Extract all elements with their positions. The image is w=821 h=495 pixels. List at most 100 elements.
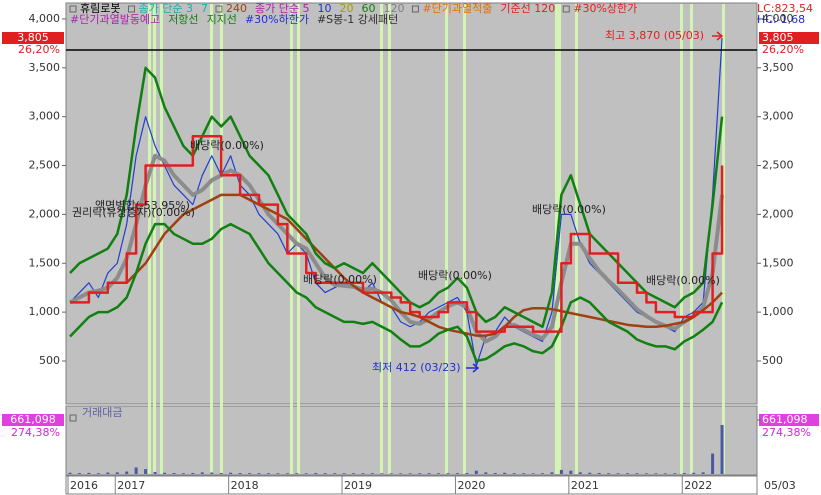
volume-bar <box>512 473 516 474</box>
price-box-value: 3,805 <box>17 31 49 44</box>
annotation: 권리락(유상증자)(0.00%) <box>72 206 195 219</box>
y-tick-label: 2,500 <box>29 159 61 172</box>
y-tick-label: 1,000 <box>762 305 794 318</box>
y-tick-label: 2,500 <box>762 159 794 172</box>
event-band <box>380 4 383 474</box>
arrow <box>466 363 480 373</box>
volume-bar <box>295 473 299 474</box>
series-line <box>69 222 724 363</box>
volume-bar <box>134 467 138 474</box>
annotation: 배당락(0.00%) <box>303 273 377 286</box>
volume-bar <box>200 472 204 474</box>
volume-bar <box>304 473 308 474</box>
series-line <box>69 66 724 329</box>
volume-bar <box>106 472 110 474</box>
event-band <box>463 4 466 474</box>
annotation: 배당락(0.00%) <box>646 274 720 287</box>
y-tick-label: 3,000 <box>29 110 61 123</box>
y-tick-label: 2,000 <box>762 207 794 220</box>
legend-item: 저항선 <box>168 13 198 26</box>
volume-bar <box>484 472 488 474</box>
checkbox <box>127 5 135 13</box>
checkbox <box>69 5 77 13</box>
volume-bar <box>635 473 639 474</box>
arrow <box>712 31 724 41</box>
price-box-left <box>2 32 64 44</box>
volume-bar <box>181 473 185 474</box>
annotation: 최저 412 (03/23) <box>372 361 461 374</box>
annotation: 액면병합(-53.95%) <box>95 199 190 212</box>
volume-bar <box>125 471 129 474</box>
y-tick-label: 500 <box>39 354 60 367</box>
volume-bar <box>314 473 318 474</box>
x-tick-label: 2018 <box>231 479 259 492</box>
event-band <box>220 4 223 474</box>
volume-bar <box>248 473 252 474</box>
annotation: 배당락(0.00%) <box>532 203 606 216</box>
legend-item: 60 <box>361 2 375 15</box>
y-tick-label: 4,000 <box>29 12 61 25</box>
volume-bar <box>578 472 582 474</box>
volume-bar <box>663 473 667 474</box>
volume-bar <box>68 472 72 474</box>
checkbox <box>411 5 419 13</box>
volume-bar <box>191 473 195 474</box>
legend-item: 20 <box>339 2 353 15</box>
event-band <box>722 4 725 474</box>
volume-bar <box>588 472 592 474</box>
y-tick-label: 2,000 <box>29 207 61 220</box>
volume-bar <box>389 473 393 474</box>
volume-bar <box>96 473 100 474</box>
volume-bar <box>418 473 422 474</box>
legend-item: 휴림로봇 <box>80 2 120 15</box>
checkbox <box>69 414 77 422</box>
volume-bar <box>616 473 620 474</box>
volume-tick-label: 661,098 <box>762 413 808 426</box>
legend-item: 종가 단순 3 <box>138 2 192 15</box>
volume-bar <box>474 470 478 474</box>
event-band <box>153 4 156 474</box>
volume-bar <box>323 473 327 474</box>
x-tick-label: 05/03 <box>764 479 796 492</box>
volume-bar <box>465 473 469 474</box>
lines <box>69 37 725 367</box>
y-tick-label: 3,500 <box>762 61 794 74</box>
vol-box-right <box>759 414 819 426</box>
legend-item: 지지선 <box>207 13 237 26</box>
volume-bar <box>597 473 601 474</box>
legend-item: #단기과열적출 <box>422 2 492 15</box>
y-tick-label: 4,000 <box>762 12 794 25</box>
event-band <box>690 4 693 474</box>
event-band <box>148 4 151 474</box>
volume-bar <box>720 424 724 474</box>
x-tick-label: 2020 <box>457 479 485 492</box>
volume-bar <box>352 473 355 474</box>
volume-bar <box>342 473 346 474</box>
annotation: 배당락(0.00%) <box>418 269 492 282</box>
legend-item: 기준선 120 <box>500 2 555 15</box>
legend-item: 120 <box>383 2 404 15</box>
volume-bar <box>172 473 176 474</box>
price-box-value: 3,805 <box>762 31 794 44</box>
vol-box-left <box>2 414 64 426</box>
volume-bar <box>238 473 242 474</box>
event-band <box>297 4 300 474</box>
event-band <box>388 4 391 474</box>
lc-label: LC:823,54 <box>757 2 813 15</box>
price-change: 26,20% <box>18 43 60 56</box>
y-tick-label: 1,000 <box>29 305 61 318</box>
annotation: 배당락(0.00%) <box>190 139 264 152</box>
y-tick-label: 1,500 <box>29 256 61 269</box>
legend-item: 7 <box>201 2 208 15</box>
y-tick-label: 500 <box>762 354 783 367</box>
volume-bar <box>144 469 148 474</box>
volume-bar <box>408 473 412 474</box>
annotation: 최고 3,870 (05/03) <box>605 29 704 42</box>
volume-bar <box>153 471 157 474</box>
volume-bar <box>333 473 337 474</box>
volume-bar <box>682 473 686 474</box>
volume-title: 거래대금 <box>82 406 122 419</box>
volume-bar <box>257 473 261 474</box>
price-change: 26,20% <box>762 43 804 56</box>
